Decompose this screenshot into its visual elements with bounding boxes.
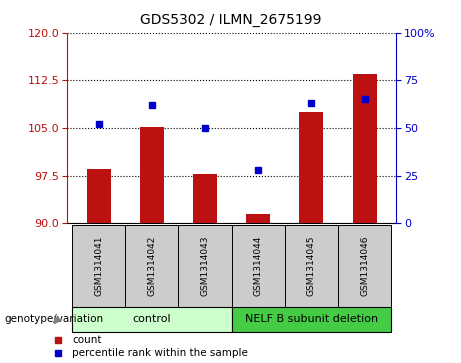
Text: GSM1314046: GSM1314046 [360,236,369,296]
Text: GSM1314043: GSM1314043 [201,236,210,296]
Bar [300,112,323,223]
Text: GSM1314045: GSM1314045 [307,236,316,296]
Bar [231,225,285,307]
Text: percentile rank within the sample: percentile rank within the sample [72,348,248,358]
Bar [353,74,377,223]
Bar [193,174,217,223]
Bar [285,225,338,307]
Text: GSM1314041: GSM1314041 [94,236,103,296]
Text: GSM1314044: GSM1314044 [254,236,263,296]
Bar [338,225,391,307]
Bar [246,214,270,223]
Text: GDS5302 / ILMN_2675199: GDS5302 / ILMN_2675199 [140,13,321,27]
Bar [140,127,164,223]
Bar [231,307,391,332]
Bar [178,225,231,307]
Text: control: control [133,314,171,325]
Text: count: count [72,335,101,345]
Text: GSM1314042: GSM1314042 [148,236,156,296]
Text: ▶: ▶ [54,314,62,325]
Bar [72,307,231,332]
Bar [87,169,111,223]
Bar [125,225,178,307]
Text: NELF B subunit deletion: NELF B subunit deletion [245,314,378,325]
Bar [72,225,125,307]
Text: genotype/variation: genotype/variation [5,314,104,325]
